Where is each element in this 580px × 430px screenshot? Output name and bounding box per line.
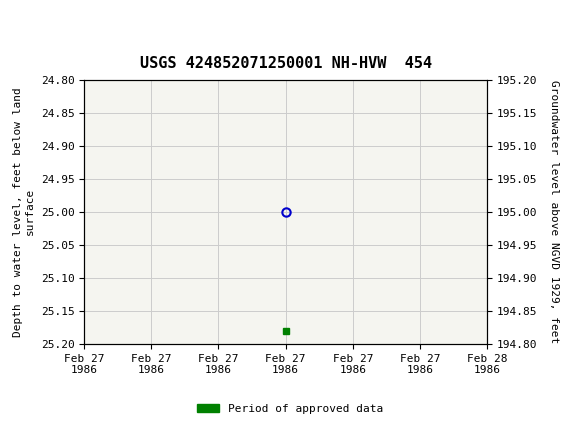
Text: ≡USGS: ≡USGS bbox=[9, 10, 67, 29]
Y-axis label: Groundwater level above NGVD 1929, feet: Groundwater level above NGVD 1929, feet bbox=[549, 80, 559, 344]
Title: USGS 424852071250001 NH-HVW  454: USGS 424852071250001 NH-HVW 454 bbox=[140, 56, 432, 71]
Legend: Period of approved data: Period of approved data bbox=[193, 399, 387, 418]
Y-axis label: Depth to water level, feet below land
surface: Depth to water level, feet below land su… bbox=[13, 87, 35, 337]
